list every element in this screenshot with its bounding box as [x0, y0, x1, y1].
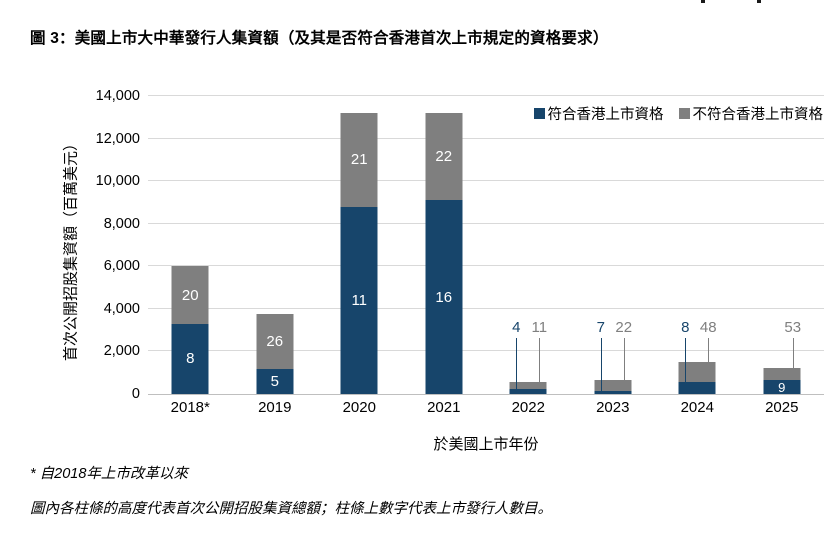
- y-axis-tick-label: 0: [131, 386, 140, 402]
- gridline: [148, 95, 824, 96]
- y-axis-tick-label: 8,000: [103, 215, 140, 232]
- bar-column: 8 48: [655, 96, 740, 394]
- y-axis-tick-label: 12,000: [95, 130, 140, 147]
- x-axis-tick-label: 2021: [427, 399, 461, 416]
- y-axis-tick-labels: 0 2,000 4,000 6,000 8,000 10,000 12,000 14,000: [0, 88, 140, 402]
- stacked-bar: 9: [763, 368, 801, 395]
- stacked-bar: 21 11: [340, 113, 378, 394]
- leader-line: [600, 338, 602, 391]
- footnote-reform: * 自2018年上市改革以來: [30, 466, 188, 482]
- leader-line: [539, 338, 541, 382]
- gridline: [148, 222, 824, 224]
- bar-segment-unqualified: 26: [256, 314, 294, 369]
- bar-column: 26 5: [233, 96, 318, 394]
- bar-segment-unqualified: [678, 362, 716, 383]
- y-axis-tick-label: 4,000: [103, 300, 140, 317]
- bar-column: 9 53: [740, 96, 825, 394]
- leader-line: [685, 338, 687, 383]
- gridline: [148, 265, 824, 267]
- bar-segment-qualified: 9: [763, 379, 801, 395]
- bar-segment-qualified: [509, 388, 547, 394]
- leader-line: [623, 338, 625, 381]
- callout-count-label: 8: [681, 319, 690, 336]
- leader-line: [708, 338, 710, 363]
- segment-count-label: 22: [435, 148, 453, 166]
- segment-count-label: 26: [266, 332, 284, 350]
- gridline: [148, 180, 824, 182]
- bar-column: 22 16: [402, 96, 487, 394]
- x-axis-line: [148, 394, 824, 395]
- callout-count-label: 11: [531, 319, 548, 336]
- stacked-bar: [509, 381, 547, 394]
- stacked-bar: 22 16: [425, 113, 463, 394]
- stacked-bar: [678, 362, 716, 394]
- bar-segment-unqualified: 22: [425, 113, 463, 201]
- segment-count-label: 5: [270, 372, 279, 390]
- x-axis-tick-label: 2023: [596, 399, 630, 416]
- x-axis-title: 於美國上市年份: [433, 436, 539, 453]
- callout-count-label: 53: [784, 319, 802, 336]
- segment-count-label: 16: [435, 288, 453, 306]
- bar-column: 7 22: [571, 96, 656, 394]
- segment-count-label: 11: [351, 291, 368, 309]
- stacked-bar: [594, 380, 632, 394]
- bar-segment-unqualified: 21: [340, 113, 378, 207]
- bar-segment-qualified: 5: [256, 368, 294, 394]
- legend-label-qualified: 符合香港上市資格: [547, 107, 664, 123]
- y-axis-tick-label: 2,000: [103, 343, 140, 360]
- footnote-description: 圖內各柱條的高度代表首次公開招股集資總額；柱條上數字代表上市發行人數目。: [30, 501, 552, 517]
- gridline: [148, 350, 824, 352]
- y-axis-tick-label: 10,000: [95, 173, 140, 190]
- bar-segment-unqualified: [594, 380, 632, 391]
- gridline: [148, 137, 824, 139]
- segment-count-label: 21: [350, 151, 368, 169]
- stacked-bar: 26 5: [256, 314, 294, 394]
- bar-segment-qualified: 11: [340, 206, 378, 394]
- plot-area: 符合香港上市資格 不符合香港上市資格 20 8 26 5 21 11 22 16 4 11 7 22 8…: [148, 95, 825, 395]
- callout-count-label: 7: [596, 319, 605, 336]
- bar-column: 21 11: [317, 96, 402, 394]
- y-axis-tick-label: 14,000: [95, 88, 140, 104]
- callout-count-label: 22: [615, 319, 633, 336]
- bar-column: 20 8: [148, 96, 233, 394]
- legend-item-qualified: 符合香港上市資格: [533, 103, 664, 124]
- x-axis-tick-label: 2025: [765, 399, 799, 416]
- legend-swatch-unqualified: [678, 108, 690, 119]
- segment-count-label: 8: [186, 350, 195, 368]
- x-axis-tick-label: 2022: [511, 399, 545, 416]
- clipped-text-fragment: [701, 0, 705, 3]
- x-axis-tick-label: 2019: [258, 399, 292, 416]
- x-axis-tick-label: 2020: [342, 399, 376, 416]
- legend-label-unqualified: 不符合香港上市資格: [692, 107, 824, 123]
- y-axis-tick-label: 6,000: [103, 258, 140, 275]
- bar-segment-qualified: [678, 382, 716, 394]
- clipped-text-fragment: [757, 0, 761, 3]
- x-axis-tick-label: 2024: [680, 399, 714, 416]
- callout-count-label: 4: [512, 319, 521, 336]
- chart-title: 圖 3：美國上市大中華發行人集資額（及其是否符合香港首次上市規定的資格要求）: [30, 30, 609, 47]
- bar-segment-unqualified: [509, 381, 547, 389]
- gridline: [148, 307, 824, 309]
- leader-line: [792, 338, 794, 368]
- bar-segment-unqualified: [763, 368, 801, 381]
- legend-swatch-qualified: [533, 108, 545, 119]
- legend-item-unqualified: 不符合香港上市資格: [678, 103, 824, 124]
- leader-line: [516, 338, 518, 389]
- bar-segment-qualified: 16: [425, 200, 463, 394]
- x-axis-tick-labels: 2018* 2019 2020 2021 2022 2023 2024 2025: [148, 399, 824, 416]
- segment-count-label: 9: [778, 379, 786, 395]
- chart-legend: 符合香港上市資格 不符合香港上市資格: [533, 103, 824, 124]
- bar-column: 4 11: [486, 96, 571, 394]
- x-axis-tick-label: 2018*: [170, 399, 210, 416]
- bar-segment-qualified: 8: [171, 323, 209, 394]
- callout-count-label: 48: [699, 319, 717, 336]
- segment-count-label: 20: [181, 286, 199, 304]
- stacked-bar: 20 8: [171, 266, 209, 394]
- bar-segment-qualified: [594, 390, 632, 394]
- bar-segment-unqualified: 20: [171, 266, 209, 324]
